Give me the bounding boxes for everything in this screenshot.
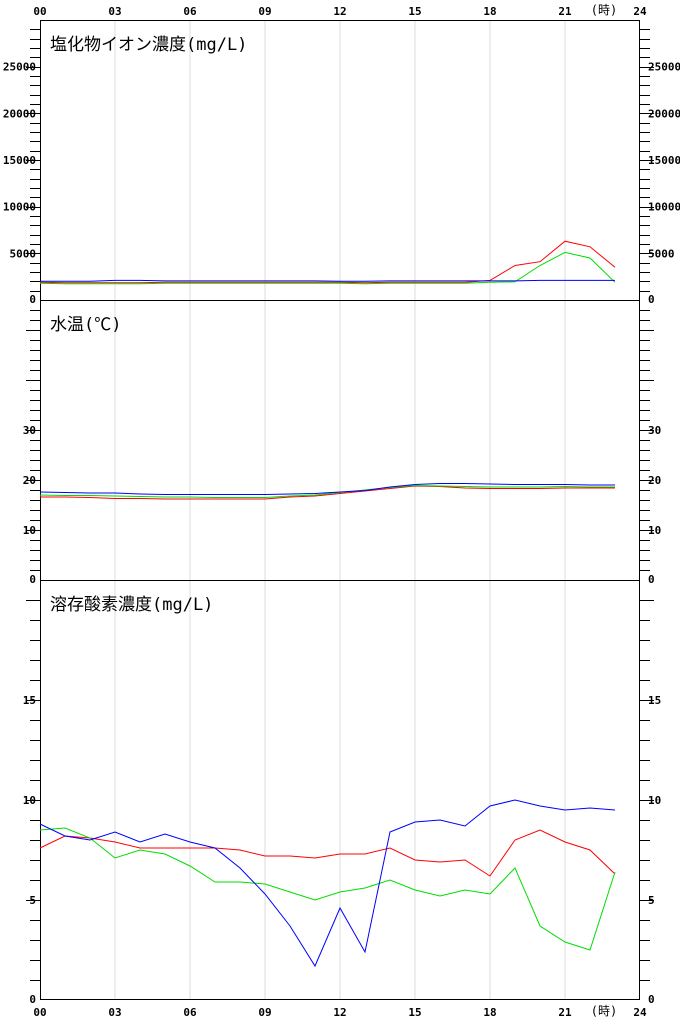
y-tick-label-right: 0 xyxy=(648,993,655,1006)
y-tick-label-right: 20000 xyxy=(648,107,680,120)
time-tick-label-top: 18 xyxy=(483,5,496,18)
y-tick-label-right: 10 xyxy=(648,524,661,537)
y-tick-label-left: 10000 xyxy=(3,201,36,214)
time-tick-label-top: 12 xyxy=(333,5,346,18)
y-tick-label-right: 30 xyxy=(648,424,661,437)
y-tick-label-right: 25000 xyxy=(648,61,680,74)
panel-title: 溶存酸素濃度(mg/L) xyxy=(50,595,213,615)
time-tick-label-top: 24 xyxy=(633,5,647,18)
time-tick-label-top: 15 xyxy=(408,5,421,18)
y-tick-label-left: 5 xyxy=(29,894,36,907)
time-tick-label-bottom: 06 xyxy=(183,1006,197,1019)
time-tick-label-bottom: 15 xyxy=(408,1006,421,1019)
plot-frame xyxy=(40,20,640,1000)
time-tick-label-bottom: 03 xyxy=(108,1006,121,1019)
series-line-3 xyxy=(39,483,615,495)
panel-title: 水温(℃) xyxy=(50,315,121,335)
series-line-2 xyxy=(39,484,615,498)
time-tick-label-bottom: 21 xyxy=(558,1006,572,1019)
y-tick-label-left: 25000 xyxy=(3,61,36,74)
series-line-3 xyxy=(40,279,615,282)
y-tick-label-right: 5000 xyxy=(648,247,675,260)
y-tick-label-left: 15 xyxy=(23,694,36,707)
y-tick-label-left: 10 xyxy=(23,524,36,537)
series-line-2 xyxy=(39,827,616,951)
y-tick-label-right: 5 xyxy=(648,894,655,907)
time-tick-label-bottom: 24 xyxy=(633,1006,647,1019)
y-tick-label-right: 0 xyxy=(648,573,655,586)
time-tick-label-bottom: 12 xyxy=(333,1006,346,1019)
time-tick-label-top: 00 xyxy=(33,5,46,18)
y-tick-label-right: 0 xyxy=(648,293,655,306)
tick-marks xyxy=(26,20,654,1000)
y-tick-label-left: 0 xyxy=(29,993,36,1006)
series-line-1 xyxy=(40,485,615,500)
panel-title: 塩化物イオン濃度(mg/L) xyxy=(50,35,247,55)
time-unit-label-bottom: (時) xyxy=(591,1004,617,1018)
time-tick-label-top: 03 xyxy=(108,5,121,18)
series-line-3 xyxy=(39,799,616,968)
y-tick-label-left: 15000 xyxy=(3,154,36,167)
time-tick-label-top: 21 xyxy=(558,5,572,18)
y-tick-label-left: 5000 xyxy=(10,247,37,260)
y-tick-label-right: 10000 xyxy=(648,201,680,214)
y-tick-label-right: 15000 xyxy=(648,154,680,167)
y-tick-label-right: 20 xyxy=(648,474,661,487)
y-tick-label-left: 0 xyxy=(29,573,36,586)
y-tick-label-left: 20000 xyxy=(3,107,36,120)
series-lines xyxy=(39,240,616,968)
y-tick-label-left: 0 xyxy=(29,293,36,306)
y-tick-label-left: 30 xyxy=(23,424,36,437)
y-tick-label-right: 10 xyxy=(648,794,661,807)
y-tick-label-left: 10 xyxy=(23,794,36,807)
y-tick-label-left: 20 xyxy=(23,474,36,487)
series-line-2 xyxy=(39,251,616,285)
time-tick-label-bottom: 09 xyxy=(258,1006,271,1019)
time-tick-label-top: 06 xyxy=(183,5,197,18)
series-line-1 xyxy=(39,240,616,284)
series-line-1 xyxy=(39,829,616,877)
labels: 000003030606090912121515181821212424(時)(… xyxy=(3,3,680,1019)
time-tick-label-bottom: 18 xyxy=(483,1006,496,1019)
time-tick-label-top: 09 xyxy=(258,5,271,18)
time-tick-label-bottom: 00 xyxy=(33,1006,46,1019)
y-tick-label-right: 15 xyxy=(648,694,661,707)
time-unit-label-top: (時) xyxy=(591,3,617,17)
grid-lines xyxy=(114,20,566,1000)
